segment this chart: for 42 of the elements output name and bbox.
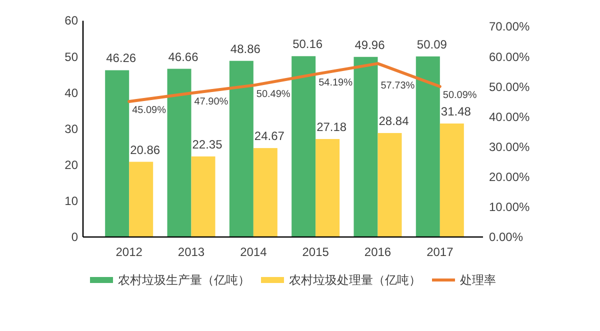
x-tick: 2015 [302, 245, 329, 259]
y2-tick: 0.00% [489, 230, 524, 244]
data-label: 46.66 [168, 50, 198, 64]
data-label: 45.09% [132, 105, 166, 116]
data-label: 22.35 [192, 137, 222, 152]
y-tick: 50 [64, 50, 78, 64]
data-label: 31.48 [440, 104, 471, 119]
y-tick: 30 [64, 122, 78, 136]
y2-tick: 50.00% [489, 80, 530, 94]
x-tick: 2013 [178, 245, 205, 259]
y-tick: 40 [64, 86, 78, 100]
data-label: 28.84 [378, 114, 409, 128]
y2-tick: 60.00% [489, 50, 530, 64]
legend-label: 处理率 [460, 273, 496, 287]
data-label: 50.49% [256, 88, 290, 100]
data-label: 20.86 [130, 142, 160, 157]
y-tick: 10 [64, 194, 78, 208]
data-label: 47.90% [194, 96, 228, 108]
data-label: 27.18 [316, 120, 347, 134]
data-label: 50.16 [292, 37, 323, 52]
y-tick: 60 [64, 14, 78, 28]
data-label: 54.19% [318, 78, 352, 89]
y2-tick: 10.00% [489, 200, 530, 214]
data-label: 57.73% [380, 80, 415, 92]
y-tick: 20 [64, 158, 78, 172]
data-label: 24.67 [254, 129, 284, 144]
y2-tick: 40.00% [489, 110, 530, 124]
legend-label: 农村垃圾处理量（亿吨） [289, 273, 421, 287]
x-tick: 2016 [364, 245, 392, 259]
x-tick: 2014 [240, 245, 267, 259]
data-label: 46.26 [106, 51, 136, 66]
y-tick: 0 [71, 230, 78, 244]
data-label: 48.86 [230, 42, 260, 56]
data-label: 49.96 [354, 38, 385, 52]
data-label: 50.09 [416, 37, 447, 52]
legend-label: 农村垃圾生产量（亿吨） [118, 273, 250, 287]
y2-tick: 30.00% [489, 140, 530, 154]
x-tick: 2012 [116, 245, 142, 259]
y2-tick: 20.00% [489, 170, 530, 184]
y2-tick: 70.00% [489, 20, 530, 34]
x-tick: 2017 [426, 245, 454, 259]
data-label: 50.09% [442, 90, 477, 102]
